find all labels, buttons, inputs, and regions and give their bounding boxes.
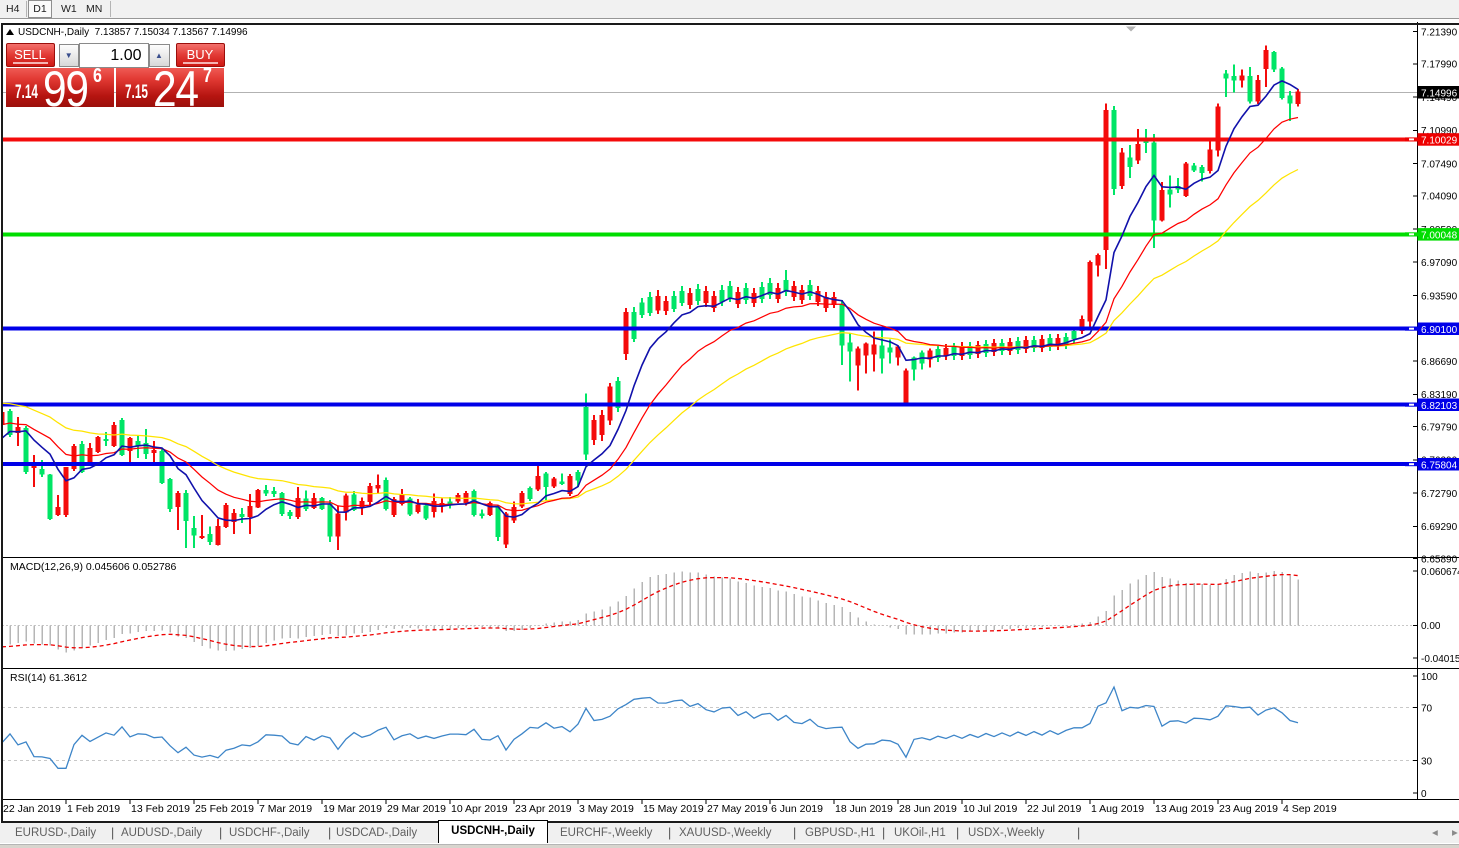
svg-text:25 Feb 2019: 25 Feb 2019 <box>195 803 254 815</box>
svg-text:7.10990: 7.10990 <box>1421 126 1458 137</box>
svg-text:29 Mar 2019: 29 Mar 2019 <box>387 803 446 815</box>
svg-text:0.00: 0.00 <box>1421 621 1441 632</box>
svg-text:1 Feb 2019: 1 Feb 2019 <box>67 803 120 815</box>
svg-text:7.07490: 7.07490 <box>1421 159 1458 170</box>
svg-text:7.04090: 7.04090 <box>1421 192 1458 203</box>
svg-text:27 May 2019: 27 May 2019 <box>707 803 768 815</box>
svg-text:1 Aug 2019: 1 Aug 2019 <box>1091 803 1144 815</box>
svg-text:7.14996: 7.14996 <box>1421 88 1458 99</box>
svg-text:6.90100: 6.90100 <box>1421 325 1458 336</box>
svg-text:18 Jun 2019: 18 Jun 2019 <box>835 803 893 815</box>
svg-text:0: 0 <box>1421 789 1427 800</box>
svg-text:MACD(12,26,9) 0.045606 0.05278: MACD(12,26,9) 0.045606 0.052786 <box>10 561 177 573</box>
svg-text:6.82103: 6.82103 <box>1421 401 1458 412</box>
svg-text:19 Mar 2019: 19 Mar 2019 <box>323 803 382 815</box>
svg-text:7.00048: 7.00048 <box>1421 231 1458 242</box>
svg-text:6.86690: 6.86690 <box>1421 357 1458 368</box>
svg-text:13 Feb 2019: 13 Feb 2019 <box>131 803 190 815</box>
svg-text:13 Aug 2019: 13 Aug 2019 <box>1155 803 1214 815</box>
svg-text:6.93590: 6.93590 <box>1421 291 1458 302</box>
svg-text:15 May 2019: 15 May 2019 <box>643 803 704 815</box>
svg-text:6.79790: 6.79790 <box>1421 423 1458 434</box>
svg-text:-0.040157: -0.040157 <box>1421 654 1459 665</box>
svg-text:7.21390: 7.21390 <box>1421 27 1458 38</box>
svg-text:7.10029: 7.10029 <box>1421 136 1458 147</box>
svg-text:3 May 2019: 3 May 2019 <box>579 803 634 815</box>
svg-text:6.83190: 6.83190 <box>1421 390 1458 401</box>
svg-text:6.65890: 6.65890 <box>1421 554 1458 565</box>
svg-text:6 Jun 2019: 6 Jun 2019 <box>771 803 823 815</box>
svg-text:6.75804: 6.75804 <box>1421 460 1458 471</box>
svg-text:7 Mar 2019: 7 Mar 2019 <box>259 803 312 815</box>
svg-text:28 Jun 2019: 28 Jun 2019 <box>899 803 957 815</box>
svg-text:23 Aug 2019: 23 Aug 2019 <box>1219 803 1278 815</box>
svg-text:23 Apr 2019: 23 Apr 2019 <box>515 803 572 815</box>
svg-text:100: 100 <box>1421 672 1438 683</box>
svg-text:30: 30 <box>1421 756 1433 767</box>
svg-text:70: 70 <box>1421 703 1433 714</box>
svg-text:6.97090: 6.97090 <box>1421 258 1458 269</box>
svg-text:22 Jan 2019: 22 Jan 2019 <box>3 803 61 815</box>
svg-text:6.72790: 6.72790 <box>1421 489 1458 500</box>
svg-text:22 Jul 2019: 22 Jul 2019 <box>1027 803 1081 815</box>
svg-text:10 Apr 2019: 10 Apr 2019 <box>451 803 508 815</box>
svg-text:4 Sep 2019: 4 Sep 2019 <box>1283 803 1337 815</box>
svg-text:6.69290: 6.69290 <box>1421 522 1458 533</box>
svg-text:10 Jul 2019: 10 Jul 2019 <box>963 803 1017 815</box>
svg-text:0.060674: 0.060674 <box>1421 567 1459 578</box>
svg-text:RSI(14) 61.3612: RSI(14) 61.3612 <box>10 672 87 684</box>
svg-text:7.17990: 7.17990 <box>1421 60 1458 71</box>
